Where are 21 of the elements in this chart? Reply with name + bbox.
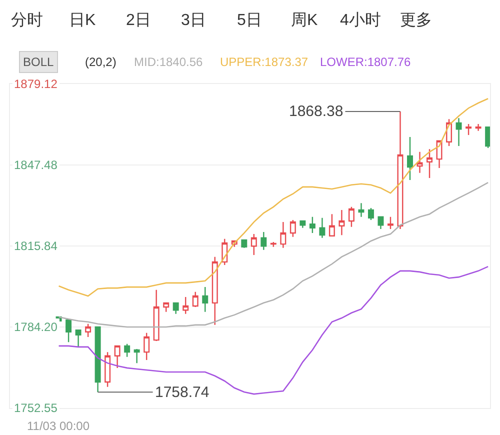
text: LOWER:1807.76 [320,55,412,69]
text: 3日 [181,12,206,29]
text: 4小时 [340,11,381,29]
annotation: 1868.38 [289,103,344,120]
x-tick-label: 11/03 00:00 [27,419,90,433]
text: 周K [291,12,318,29]
text: 日K [69,12,96,29]
y-tick-label: 1815.84 [14,239,58,253]
text: 5日 [237,12,262,29]
text: 分时 [11,11,43,29]
y-tick-label: 1784.20 [14,320,58,334]
text: BOLL [23,55,54,69]
y-tick-label: 1847.48 [14,158,58,172]
y-tick-label: 1752.55 [14,401,58,415]
text: 2日 [126,12,151,29]
text: UPPER:1873.37 [220,55,308,69]
annotation: 1758.74 [155,384,210,401]
text: 更多 [400,11,432,29]
text: MID:1840.56 [134,55,204,69]
y-tick-label: 1879.12 [14,77,58,91]
text: (20,2) [85,55,116,69]
